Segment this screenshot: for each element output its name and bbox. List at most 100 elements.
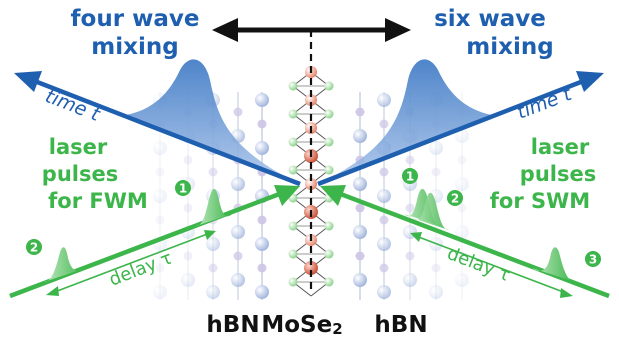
mo-atom <box>304 261 318 275</box>
hbn-atom <box>353 225 367 239</box>
se-atom <box>324 109 334 119</box>
se-atom <box>324 81 334 91</box>
badge-right-1: 1 <box>402 168 418 184</box>
hbn-atom <box>153 285 167 299</box>
hbn-atom <box>379 119 389 129</box>
se-atom <box>324 277 334 287</box>
hbn-atom <box>377 285 391 299</box>
fwm-signal <box>14 59 301 187</box>
se-atom <box>324 137 334 147</box>
hbn-atom <box>379 215 389 225</box>
swm-title-line1: six wave <box>434 6 546 32</box>
se-atom <box>288 221 298 231</box>
hbn-atom <box>353 177 367 191</box>
layer-label-center: MoSe2 <box>261 312 342 338</box>
se-atom <box>288 249 298 259</box>
swm-signal <box>317 59 604 187</box>
hbn-atom <box>355 107 365 117</box>
hbn-atom <box>455 273 469 287</box>
hbn-atom <box>405 155 415 165</box>
hbn-atom <box>255 141 269 155</box>
swm-laser-beam <box>320 185 610 299</box>
laser-left-line2: pulses <box>42 162 118 186</box>
hbn-atom <box>377 237 391 251</box>
se-atom <box>324 165 334 175</box>
hbn-atom <box>255 285 269 299</box>
swm-title-line2: mixing <box>466 34 553 60</box>
hbn-atom <box>353 129 367 143</box>
mo-atom <box>305 94 317 106</box>
hbn-atom <box>431 167 441 177</box>
hbn-atom <box>255 237 269 251</box>
svg-text:2: 2 <box>30 241 38 255</box>
hbn-atom <box>155 167 165 177</box>
hbn-atom <box>355 203 365 213</box>
hbn-atom <box>208 167 218 177</box>
hbn-atom <box>231 273 245 287</box>
hbn-atom <box>155 263 165 273</box>
hbn-atom <box>231 225 245 239</box>
se-atom <box>288 137 298 147</box>
hbn-atom <box>206 285 220 299</box>
laser-right-line1: laser <box>531 135 590 159</box>
hbn-atom <box>155 215 165 225</box>
se-atom <box>324 249 334 259</box>
fwm-title-line2: mixing <box>91 34 178 60</box>
hbn-atom <box>183 155 193 165</box>
hbn-atom <box>181 273 195 287</box>
hbn-atom <box>257 119 267 129</box>
laser-right-line3: for SWM <box>490 189 590 213</box>
hbn-atom <box>405 203 415 213</box>
badge-right-3: 3 <box>585 251 601 267</box>
svg-text:3: 3 <box>589 253 597 267</box>
hbn-atom <box>257 263 267 273</box>
hbn-atom <box>153 189 167 203</box>
hbn-atom <box>153 141 167 155</box>
hbn-atom <box>257 215 267 225</box>
hbn-atom <box>455 225 469 239</box>
hbn-atom <box>379 263 389 273</box>
laser-right-line2: pulses <box>520 162 596 186</box>
time-label-right: time t <box>514 82 576 123</box>
fwm-laser-beam <box>9 185 300 299</box>
fwm-title-line1: four wave <box>71 6 200 32</box>
hbn-atom <box>233 107 243 117</box>
hbn-atom <box>457 155 467 165</box>
hbn-atom <box>183 251 193 261</box>
hbn-atom <box>377 189 391 203</box>
hbn-atom <box>255 93 269 107</box>
badge-left-2: 2 <box>26 239 42 255</box>
layer-label-right: hBN <box>374 312 427 338</box>
svg-text:2: 2 <box>451 192 459 206</box>
svg-text:1: 1 <box>406 170 414 184</box>
hbn-atom <box>429 141 443 155</box>
hbn-atom <box>455 177 469 191</box>
hbn-atom <box>429 285 443 299</box>
hbn-atom <box>379 167 389 177</box>
se-atom <box>288 81 298 91</box>
hbn-atom <box>206 237 220 251</box>
hbn-atom <box>457 203 467 213</box>
hbn-atom <box>183 203 193 213</box>
badge-right-2: 2 <box>447 190 463 206</box>
laser-left-line3: for FWM <box>48 189 148 213</box>
hbn-atom <box>405 251 415 261</box>
hbn-atom <box>403 273 417 287</box>
hbn-atom <box>208 263 218 273</box>
delay-label-right: delay τ <box>444 243 513 286</box>
hbn-atom <box>431 263 441 273</box>
hbn-atom <box>233 251 243 261</box>
hbn-atom <box>353 273 367 287</box>
hbn-atom <box>455 129 469 143</box>
se-atom <box>324 221 334 231</box>
hbn-atom <box>231 177 245 191</box>
laser-left-line1: laser <box>49 135 108 159</box>
mo-atom <box>305 178 317 190</box>
hbn-atom <box>377 93 391 107</box>
time-label-left: time t <box>42 85 104 126</box>
se-atom <box>288 165 298 175</box>
layer-label-left: hBN <box>206 312 259 338</box>
badge-left-1: 1 <box>175 180 191 196</box>
